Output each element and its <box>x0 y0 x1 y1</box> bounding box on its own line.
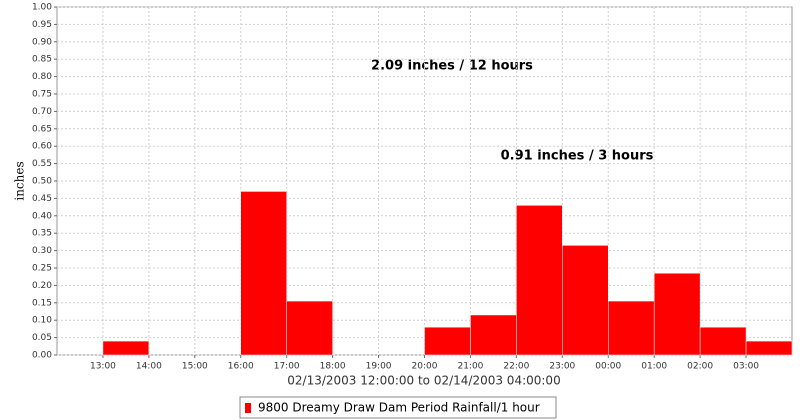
y-axis-title: inches <box>13 161 27 200</box>
y-tick-label: 0.95 <box>32 20 52 30</box>
y-tick-label: 0.25 <box>32 264 52 274</box>
y-tick-label: 0.65 <box>32 124 52 134</box>
y-tick-label: 0.10 <box>32 316 52 326</box>
x-tick-label: 22:00 <box>503 362 529 372</box>
bar <box>653 272 701 356</box>
bar <box>102 340 150 356</box>
y-tick-label: 0.30 <box>32 246 52 256</box>
bar <box>424 326 471 356</box>
x-tick-label: 16:00 <box>228 362 254 372</box>
legend-swatch <box>245 403 251 413</box>
x-tick-label: 03:00 <box>733 362 759 372</box>
y-tick-label: 0.50 <box>32 177 52 187</box>
bar <box>240 191 287 356</box>
x-tick-label: 21:00 <box>457 362 483 372</box>
x-tick-label: 17:00 <box>274 362 300 372</box>
legend <box>239 396 557 419</box>
x-axis-title: 02/13/2003 12:00:00 to 02/14/2003 04:00:… <box>287 374 560 388</box>
y-tick-label: 0.05 <box>32 333 52 343</box>
annotation: 2.09 inches / 12 hours <box>371 59 533 74</box>
y-tick-label: 1.00 <box>32 3 52 13</box>
bar <box>562 245 609 356</box>
y-tick-label: 0.55 <box>32 159 52 169</box>
bar <box>286 300 333 356</box>
bar <box>699 326 747 356</box>
legend-label: 9800 Dreamy Draw Dam Period Rainfall/1 h… <box>258 401 540 415</box>
x-tick-label: 15:00 <box>182 362 208 372</box>
y-tick-label: 0.80 <box>32 72 52 82</box>
y-tick-label: 0.45 <box>32 194 52 204</box>
y-tick-label: 0.90 <box>32 37 52 47</box>
y-tick-label: 0.70 <box>32 107 52 117</box>
y-tick-label: 0.40 <box>32 211 52 221</box>
x-tick-label: 20:00 <box>412 362 438 372</box>
y-tick-label: 0.60 <box>32 142 52 152</box>
bar <box>608 300 655 356</box>
x-tick-label: 14:00 <box>136 362 162 372</box>
x-tick-label: 19:00 <box>366 362 392 372</box>
annotation: 0.91 inches / 3 hours <box>501 149 654 164</box>
y-tick-label: 0.85 <box>32 55 52 65</box>
x-tick-label: 01:00 <box>641 362 667 372</box>
x-tick-label: 00:00 <box>595 362 621 372</box>
y-tick-label: 0.75 <box>32 90 52 100</box>
x-tick-label: 13:00 <box>90 362 116 372</box>
y-tick-label: 0.00 <box>32 351 52 361</box>
bar <box>516 205 563 356</box>
y-tick-label: 0.35 <box>32 229 52 239</box>
x-tick-label: 18:00 <box>320 362 346 372</box>
x-tick-label: 02:00 <box>687 362 713 372</box>
bar <box>470 314 517 356</box>
bar <box>745 340 793 356</box>
y-tick-label: 0.15 <box>32 298 52 308</box>
x-tick-label: 23:00 <box>549 362 575 372</box>
y-tick-label: 0.20 <box>32 281 52 291</box>
